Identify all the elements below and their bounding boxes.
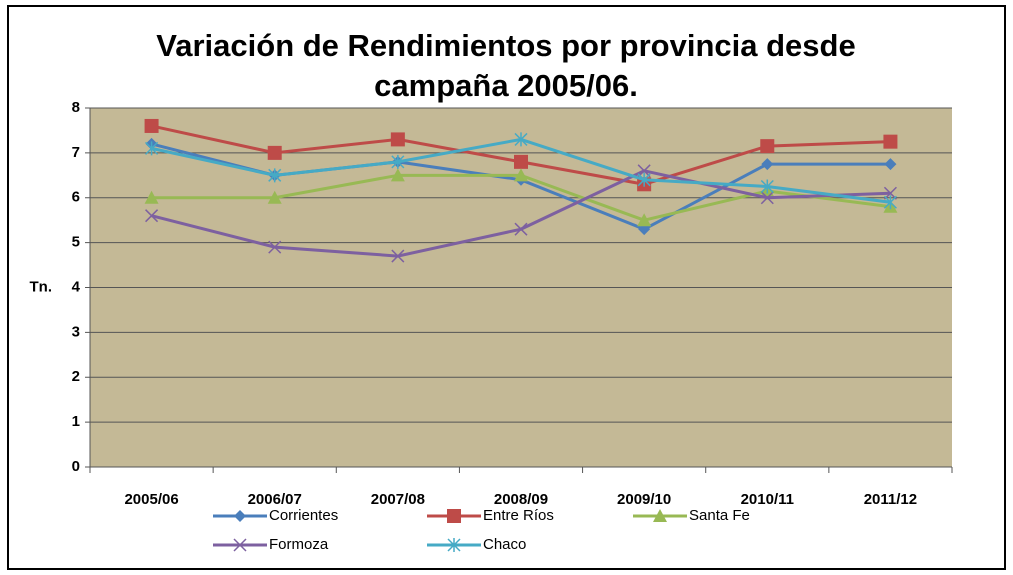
marker [760,139,775,154]
marker [145,209,159,223]
marker [267,190,282,204]
marker [514,168,528,182]
marker [233,538,247,552]
marker [653,509,667,522]
x-tick-label: 2008/09 [494,491,548,508]
y-axis-label: Tn. [30,278,53,295]
marker [144,190,159,204]
marker [447,538,461,552]
x-tick-label: 2005/06 [124,491,178,508]
marker [761,158,774,171]
marker [514,154,528,169]
y-tick-label: 6 [72,189,80,206]
marker [390,168,405,182]
y-tick-label: 1 [72,413,80,430]
marker [514,132,528,147]
marker [637,213,652,227]
marker [637,172,651,187]
legend-label: Entre Ríos [483,507,554,524]
y-tick-label: 7 [72,144,80,161]
marker [760,191,774,205]
marker [883,195,897,210]
marker [145,141,159,156]
marker [268,168,282,183]
y-tick-label: 0 [72,458,80,475]
x-tick-label: 2006/07 [248,491,302,508]
legend-label: Santa Fe [689,507,750,524]
x-tick-label: 2011/12 [864,491,917,508]
marker [391,249,405,263]
marker [884,158,897,171]
y-tick-label: 4 [72,278,81,295]
frame [7,5,1006,570]
marker [883,134,898,149]
x-tick-label: 2007/08 [371,491,425,508]
y-tick-label: 8 [72,99,80,116]
y-tick-label: 3 [72,323,80,340]
marker [514,222,528,236]
marker [391,154,405,169]
y-tick-label: 2 [72,368,80,385]
marker [760,179,774,194]
y-tick-label: 5 [72,234,80,251]
marker [234,510,246,522]
marker [268,240,282,254]
x-tick-label: 2010/11 [741,491,794,508]
chart-title: Variación de Rendimientos por provincia … [156,28,856,103]
x-tick-label: 2009/10 [617,491,671,508]
marker [447,509,461,523]
marker [267,145,282,160]
legend-label: Corrientes [269,507,338,524]
legend-label: Formoza [269,536,329,553]
marker [144,118,159,133]
legend-label: Chaco [483,536,526,553]
marker [390,132,405,147]
